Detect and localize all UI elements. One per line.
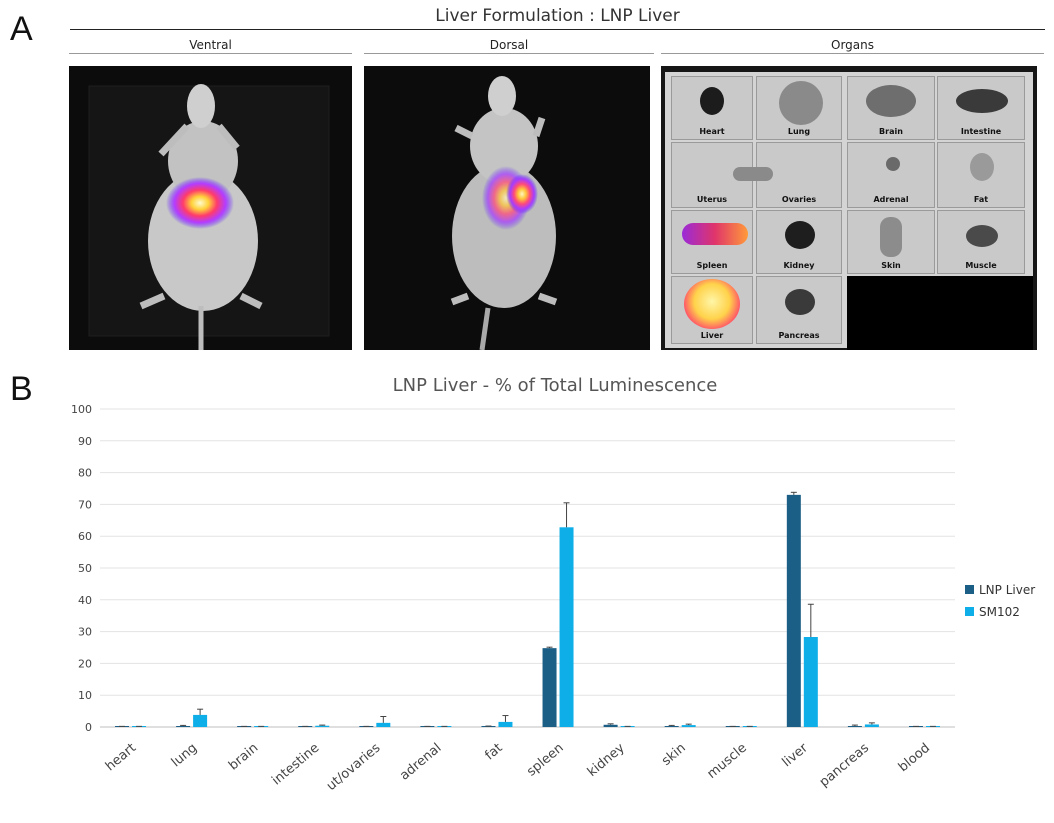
organ-cell-liver: Liver — [671, 276, 753, 344]
dorsal-label-rule — [364, 53, 654, 54]
bar-sm102-intestine — [315, 725, 330, 727]
bar-sm102-fat — [498, 721, 513, 727]
chart-x-axis: heart lung brain intestine ut/ovaries adrenal… — [103, 740, 933, 794]
organ-label-skin: Skin — [881, 261, 901, 270]
organ-cell-lung: Lung — [756, 76, 842, 140]
bar-sm102-spleen — [559, 527, 574, 727]
organ-cell-pancreas: Pancreas — [756, 276, 842, 344]
y-tick-label-40: 40 — [78, 594, 92, 607]
bar-sm102-pancreas — [864, 724, 879, 727]
dorsal-mouse-image — [364, 66, 650, 350]
organ-label-adrenal: Adrenal — [873, 195, 909, 204]
panel-label-a: A — [10, 10, 33, 48]
x-tick-label-utovaries: ut/ovaries — [324, 740, 384, 793]
chart-gridlines — [100, 408, 955, 728]
x-tick-label-liver: liver — [780, 740, 812, 770]
title-divider — [70, 29, 1045, 30]
bar-lnp-liver-pancreas — [847, 726, 862, 727]
x-tick-label-intestine: intestine — [269, 741, 322, 789]
legend-label-lnp-liver: LNP Liver — [979, 583, 1035, 597]
bar-lnp-liver-kidney — [603, 724, 618, 727]
y-tick-label-70: 70 — [78, 498, 92, 511]
organ-label-pancreas: Pancreas — [778, 331, 820, 340]
bar-sm102-liver — [803, 637, 818, 727]
legend-label-sm102: SM102 — [979, 605, 1020, 619]
ventral-mouse-image — [69, 66, 352, 350]
organ-cell-intestine: Intestine — [937, 76, 1025, 140]
bar-lnp-liver-spleen — [542, 648, 557, 727]
bar-lnp-liver-liver — [786, 494, 801, 727]
organ-cell-spleen: Spleen — [671, 210, 753, 274]
dorsal-mouse-drawing — [450, 76, 558, 350]
y-tick-label-50: 50 — [78, 562, 92, 575]
organ-label-lung: Lung — [787, 127, 811, 136]
x-tick-label-fat: fat — [482, 741, 505, 764]
legend-swatch-sm102 — [965, 607, 974, 616]
luminescence-bar-chart: LNP Liver - % of Total Luminescence 0 10 2… — [71, 375, 1035, 794]
y-tick-label-60: 60 — [78, 530, 92, 543]
figure-title: Liver Formulation : LNP Liver — [435, 6, 680, 26]
bar-lnp-liver-skin — [664, 726, 679, 727]
organ-label-liver: Liver — [700, 331, 724, 340]
y-tick-label-100: 100 — [71, 403, 92, 416]
organs-label-rule — [661, 53, 1044, 54]
x-tick-label-heart: heart — [103, 741, 139, 775]
bar-sm102-skin — [681, 725, 696, 727]
chart-y-axis: 0 10 20 30 40 50 60 70 80 90 100 — [71, 403, 92, 734]
dorsal-label: Dorsal — [489, 38, 529, 52]
organ-cell-adrenal: Adrenal — [847, 142, 935, 208]
bar-sm102-utovaries — [376, 722, 391, 727]
organ-label-heart: Heart — [699, 127, 725, 136]
organ-cell-heart: Heart — [671, 76, 753, 140]
ventral-label-rule — [69, 53, 352, 54]
panel-label-b: B — [10, 370, 33, 408]
organ-label-kidney: Kidney — [783, 261, 815, 270]
organ-label-brain: Brain — [879, 127, 903, 136]
y-tick-label-90: 90 — [78, 435, 92, 448]
y-tick-label-20: 20 — [78, 657, 92, 670]
y-tick-label-80: 80 — [78, 467, 92, 480]
x-tick-label-skin: skin — [659, 741, 689, 769]
organ-label-uterus: Uterus — [696, 195, 728, 204]
x-tick-label-lung: lung — [169, 741, 200, 771]
bar-sm102-lung — [193, 714, 208, 727]
organ-cell-kidney: Kidney — [756, 210, 842, 274]
organ-cell-muscle: Muscle — [937, 210, 1025, 274]
x-tick-label-adrenal: adrenal — [397, 741, 444, 784]
chart-legend: LNP Liver SM102 — [965, 583, 1035, 619]
organ-cell-brain: Brain — [847, 76, 935, 140]
organ-cell-skin: Skin — [847, 210, 935, 274]
organs-label: Organs — [831, 38, 874, 52]
organ-label-fat: Fat — [973, 195, 989, 204]
organs-image: Heart Lung Brain Intestine Uterus Ovarie… — [661, 66, 1037, 350]
organ-label-muscle: Muscle — [965, 261, 997, 270]
x-tick-label-pancreas: pancreas — [817, 740, 872, 790]
legend-swatch-lnp-liver — [965, 585, 974, 594]
y-tick-label-30: 30 — [78, 626, 92, 639]
bar-lnp-liver-lung — [176, 726, 191, 727]
x-tick-label-kidney: kidney — [585, 740, 628, 780]
organ-label-intestine: Intestine — [960, 127, 1002, 136]
y-tick-label-0: 0 — [85, 721, 92, 734]
organ-label-spleen: Spleen — [696, 261, 728, 270]
x-tick-label-blood: blood — [896, 741, 933, 776]
organ-label-ovaries: Ovaries — [781, 195, 817, 204]
ventral-label: Ventral — [189, 38, 232, 52]
organ-cell-fat: Fat — [937, 142, 1025, 208]
y-tick-label-10: 10 — [78, 689, 92, 702]
ventral-mouse-drawing — [88, 84, 330, 350]
chart-bars — [115, 491, 940, 727]
organ-cell-ovaries: Ovaries — [733, 142, 842, 208]
x-tick-label-muscle: muscle — [705, 741, 750, 782]
chart-title: LNP Liver - % of Total Luminescence — [393, 375, 718, 396]
x-tick-label-spleen: spleen — [524, 741, 566, 780]
x-tick-label-brain: brain — [226, 741, 261, 774]
